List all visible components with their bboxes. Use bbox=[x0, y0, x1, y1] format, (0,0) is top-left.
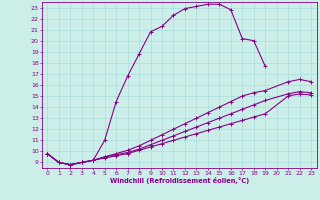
X-axis label: Windchill (Refroidissement éolien,°C): Windchill (Refroidissement éolien,°C) bbox=[109, 177, 249, 184]
